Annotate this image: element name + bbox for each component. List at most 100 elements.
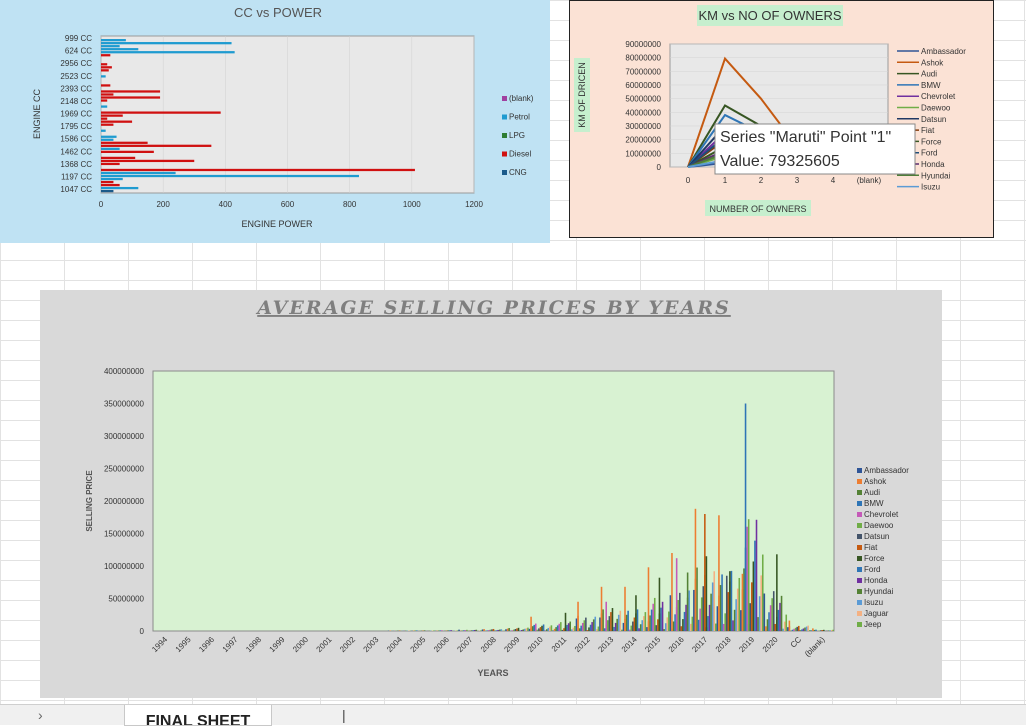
bar xyxy=(623,623,625,631)
bar xyxy=(483,629,485,631)
bar xyxy=(677,600,679,631)
chart-title: KM vs NO OF OWNERS xyxy=(699,8,842,23)
y-tick-label: 1368 CC xyxy=(60,160,92,169)
bar xyxy=(551,625,553,631)
legend-swatch xyxy=(857,523,862,528)
bar xyxy=(615,623,617,631)
legend-label: Fiat xyxy=(864,543,878,552)
bar xyxy=(466,630,468,631)
bar xyxy=(659,578,661,631)
bar xyxy=(101,121,132,123)
bar xyxy=(713,571,715,631)
bar xyxy=(490,630,492,631)
bar xyxy=(588,627,590,631)
bar xyxy=(828,630,830,631)
legend-swatch xyxy=(857,479,862,484)
legend-label: BMW xyxy=(921,81,941,90)
bar xyxy=(782,629,784,631)
bar xyxy=(804,628,806,631)
bar xyxy=(621,630,623,631)
bar xyxy=(101,187,138,189)
bar xyxy=(613,627,615,631)
bar xyxy=(408,630,410,631)
legend-label: Fiat xyxy=(921,126,935,135)
bar xyxy=(765,626,767,631)
bar xyxy=(515,629,517,631)
scroll-right-arrow-icon[interactable]: › xyxy=(38,707,43,723)
legend-label: Ford xyxy=(921,149,937,158)
legend-label: Datsun xyxy=(864,532,889,541)
bar xyxy=(679,593,681,631)
y-tick-label: 60000000 xyxy=(625,81,661,90)
bar xyxy=(737,589,739,631)
bar xyxy=(749,603,751,631)
bar xyxy=(582,623,584,631)
bar xyxy=(710,594,712,631)
y-tick-label: 100000000 xyxy=(104,562,145,571)
x-axis-title: NUMBER OF OWNERS xyxy=(709,204,806,214)
bar xyxy=(101,48,138,50)
bar xyxy=(775,624,777,631)
bar xyxy=(721,574,723,631)
x-tick-label: 0 xyxy=(99,200,104,209)
bar xyxy=(101,111,221,113)
bar xyxy=(759,596,761,631)
y-tick-label: 1197 CC xyxy=(61,172,92,181)
bar xyxy=(715,624,717,631)
bar xyxy=(101,169,415,171)
y-tick-label: 2956 CC xyxy=(60,59,92,68)
bar xyxy=(692,617,694,631)
legend-label: BMW xyxy=(864,499,884,508)
bar xyxy=(793,629,795,631)
legend-swatch xyxy=(502,96,507,101)
bar xyxy=(627,611,629,631)
y-tick-label: 624 CC xyxy=(65,47,92,56)
bar xyxy=(670,595,672,631)
bar xyxy=(101,139,113,141)
x-tick-label: 400 xyxy=(219,200,233,209)
bar xyxy=(555,627,557,631)
bar xyxy=(541,626,543,631)
bar xyxy=(821,630,823,631)
y-tick-label: 200000000 xyxy=(104,497,145,506)
y-axis-title: ENGINE CC xyxy=(32,89,42,140)
bar xyxy=(698,620,700,631)
tooltip-series: Series "Maruti" Point "1" xyxy=(720,129,891,146)
bar xyxy=(809,630,811,631)
bar xyxy=(620,611,622,631)
bar xyxy=(598,627,600,631)
bar xyxy=(573,628,575,631)
bar xyxy=(681,626,683,631)
bar xyxy=(596,629,598,631)
bar xyxy=(538,628,540,631)
y-tick-label: 90000000 xyxy=(625,40,661,49)
sheet-tab-final[interactable]: FINAL SHEET xyxy=(124,705,272,726)
bar xyxy=(101,115,123,117)
bar xyxy=(757,617,759,631)
legend-swatch xyxy=(857,512,862,517)
bar xyxy=(587,630,589,631)
bar xyxy=(803,628,805,631)
legend-swatch xyxy=(857,567,862,572)
bar xyxy=(801,629,803,631)
x-tick-label: 3 xyxy=(795,176,800,185)
bar xyxy=(651,610,653,631)
bar xyxy=(101,39,126,41)
bar xyxy=(762,555,764,631)
y-tick-label: 999 CC xyxy=(65,34,92,43)
bar xyxy=(764,594,766,631)
bar xyxy=(424,630,426,631)
bar xyxy=(740,610,742,631)
legend-label: Chevrolet xyxy=(864,510,899,519)
bar xyxy=(101,75,106,77)
bar xyxy=(771,598,773,631)
bar xyxy=(441,630,443,631)
bar xyxy=(101,51,235,53)
bar xyxy=(795,628,797,631)
legend-label: Audi xyxy=(864,488,880,497)
legend-swatch xyxy=(502,152,507,157)
legend-label: Ambassador xyxy=(921,47,966,56)
